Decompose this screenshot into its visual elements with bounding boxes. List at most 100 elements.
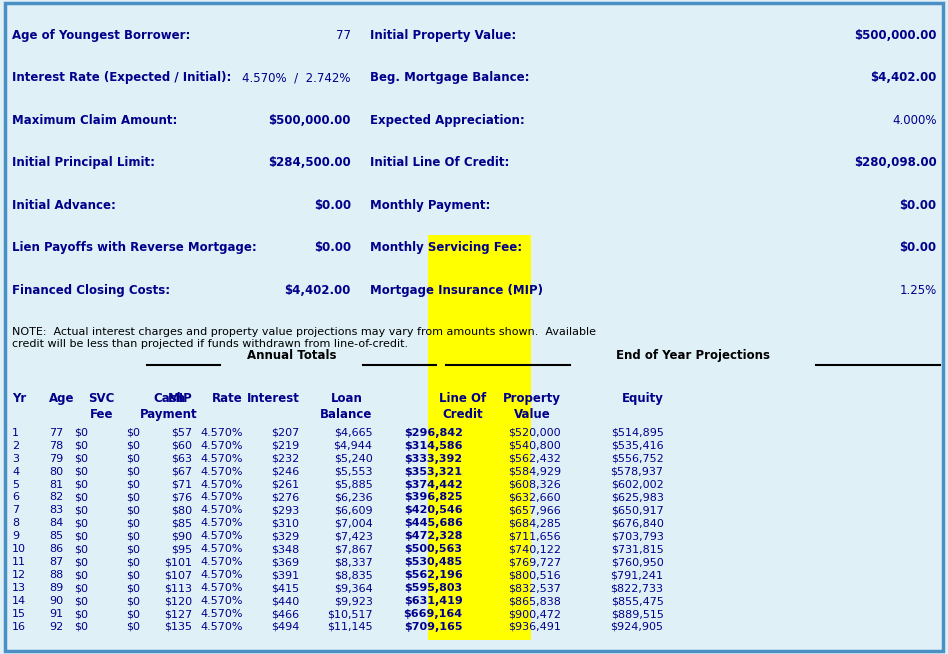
Text: 83: 83 [49,506,64,515]
Text: $8,337: $8,337 [334,557,373,567]
Text: $207: $207 [271,428,300,438]
Text: $760,950: $760,950 [611,557,664,567]
Text: $101: $101 [164,557,192,567]
Text: 12: 12 [12,570,27,580]
Text: 4.570%: 4.570% [200,557,243,567]
Text: $562,432: $562,432 [508,454,561,464]
Text: $0: $0 [74,454,88,464]
Text: $602,002: $602,002 [611,479,664,489]
Text: $0: $0 [126,596,140,606]
Text: $293: $293 [271,506,300,515]
Text: 4.570%: 4.570% [200,466,243,477]
Text: $556,752: $556,752 [611,454,664,464]
Text: $0: $0 [126,479,140,489]
Text: $113: $113 [164,583,192,593]
Text: 87: 87 [49,557,64,567]
Text: $791,241: $791,241 [611,570,664,580]
Text: $500,000.00: $500,000.00 [854,29,937,42]
Text: $7,004: $7,004 [334,519,373,528]
Text: 89: 89 [49,583,64,593]
Text: Expected Appreciation:: Expected Appreciation: [370,114,524,127]
Text: 4.000%: 4.000% [892,114,937,127]
Text: 2: 2 [12,441,20,451]
Text: $391: $391 [271,570,300,580]
Text: $71: $71 [172,479,192,489]
Text: 4.570%: 4.570% [200,492,243,502]
Text: 77: 77 [49,428,64,438]
Text: 85: 85 [49,531,64,542]
Text: 4.570%: 4.570% [200,570,243,580]
Text: $900,472: $900,472 [508,609,561,619]
Text: $530,485: $530,485 [405,557,463,567]
Text: $0: $0 [74,622,88,632]
Text: $657,966: $657,966 [508,506,561,515]
Text: 3: 3 [12,454,19,464]
Text: $0: $0 [74,570,88,580]
Text: 79: 79 [49,454,64,464]
Text: $120: $120 [164,596,192,606]
Text: $276: $276 [271,492,300,502]
Text: 8: 8 [12,519,20,528]
Text: 5: 5 [12,479,19,489]
Text: $0.00: $0.00 [900,199,937,212]
Text: $4,665: $4,665 [334,428,373,438]
Text: $865,838: $865,838 [508,596,561,606]
Text: Initial Principal Limit:: Initial Principal Limit: [12,156,155,169]
Text: 78: 78 [49,441,64,451]
Text: $5,240: $5,240 [334,454,373,464]
Text: Financed Closing Costs:: Financed Closing Costs: [12,284,171,297]
Text: $832,537: $832,537 [508,583,561,593]
Text: $631,419: $631,419 [404,596,463,606]
Text: $595,803: $595,803 [405,583,463,593]
Text: $924,905: $924,905 [611,622,664,632]
Text: 4.570%: 4.570% [200,544,243,554]
Text: MIP: MIP [168,392,192,405]
Text: $445,686: $445,686 [404,519,463,528]
Text: $67: $67 [172,466,192,477]
Text: 4.570%: 4.570% [200,531,243,542]
Text: 7: 7 [12,506,20,515]
Text: 4.570%: 4.570% [200,622,243,632]
Text: $348: $348 [271,544,300,554]
Text: 4.570%: 4.570% [200,609,243,619]
Text: $374,442: $374,442 [404,479,463,489]
Text: 4.570%  /  2.742%: 4.570% / 2.742% [243,71,351,84]
Text: $500,000.00: $500,000.00 [268,114,351,127]
Text: 91: 91 [49,609,64,619]
Text: 13: 13 [12,583,27,593]
Text: $4,402.00: $4,402.00 [870,71,937,84]
Text: $0.00: $0.00 [314,241,351,254]
Text: Lien Payoffs with Reverse Mortgage:: Lien Payoffs with Reverse Mortgage: [12,241,257,254]
Text: $936,491: $936,491 [508,622,561,632]
Text: $80: $80 [172,506,192,515]
Text: $85: $85 [172,519,192,528]
Text: Maximum Claim Amount:: Maximum Claim Amount: [12,114,177,127]
Text: $889,515: $889,515 [611,609,664,619]
Text: $261: $261 [271,479,300,489]
Text: 4.570%: 4.570% [200,583,243,593]
Text: $0.00: $0.00 [314,199,351,212]
Text: Age: Age [49,392,75,405]
Text: NOTE:  Actual interest charges and property value projections may vary from amou: NOTE: Actual interest charges and proper… [12,327,596,349]
Text: Equity: Equity [622,392,664,405]
Text: 4.570%: 4.570% [200,596,243,606]
Text: Property
Value: Property Value [503,392,561,421]
Text: 4.570%: 4.570% [200,479,243,489]
Text: $310: $310 [271,519,300,528]
Text: $246: $246 [271,466,300,477]
Text: $625,983: $625,983 [611,492,664,502]
Text: $0: $0 [74,441,88,451]
Text: Initial Property Value:: Initial Property Value: [370,29,516,42]
Text: $6,236: $6,236 [334,492,373,502]
Text: 4: 4 [12,466,20,477]
Text: Monthly Servicing Fee:: Monthly Servicing Fee: [370,241,521,254]
Text: Mortgage Insurance (MIP): Mortgage Insurance (MIP) [370,284,542,297]
Text: $535,416: $535,416 [611,441,664,451]
Text: $415: $415 [271,583,300,593]
Text: $676,840: $676,840 [611,519,664,528]
Text: $711,656: $711,656 [508,531,561,542]
Text: $11,145: $11,145 [327,622,373,632]
Text: 1: 1 [12,428,19,438]
Text: $396,825: $396,825 [404,492,463,502]
Text: 11: 11 [12,557,27,567]
